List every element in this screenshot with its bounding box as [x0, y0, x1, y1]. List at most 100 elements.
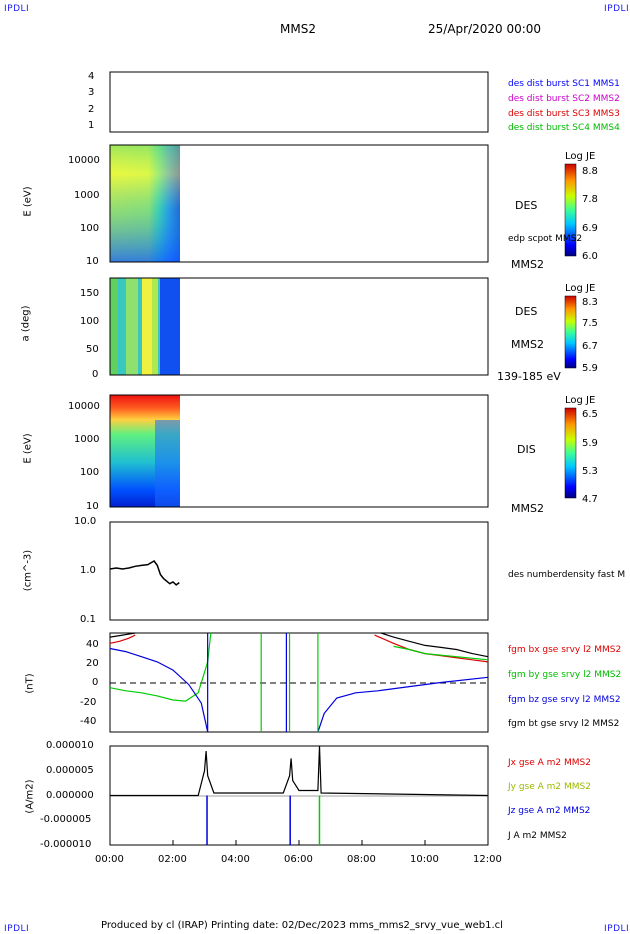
p6-tick: 0: [92, 677, 99, 688]
p1-tick: 4: [88, 71, 95, 82]
p2-tick: 100: [80, 223, 100, 234]
p4-tick: 10: [86, 501, 99, 512]
bfield-series-line: [109, 647, 209, 733]
p2-colorbar-tick: 6.9: [582, 223, 598, 234]
bfield-series-line: [109, 632, 136, 638]
x-tick-label: 00:00: [95, 854, 124, 865]
footer-text: Produced by cl (IRAP) Printing date: 02/…: [101, 920, 503, 931]
panel-burst-frame: [109, 71, 489, 133]
current-total-line: [110, 745, 489, 797]
p1-tick: 2: [88, 104, 95, 115]
p2-tick: 10: [86, 256, 99, 267]
p3-colorbar-tick: 6.7: [582, 341, 598, 352]
p2-side-label: DES: [515, 199, 538, 212]
corner-label-top-left: IPDLI: [4, 4, 30, 14]
p6-tick: -20: [80, 697, 97, 708]
p7-tick: 0.000010: [46, 740, 94, 751]
p1-tick: 3: [88, 87, 95, 98]
panel-des-energy-frame: [109, 144, 489, 263]
bfield-series-line: [380, 632, 489, 658]
panel-burst: [109, 71, 489, 133]
bfield-series-line: [109, 632, 212, 702]
p7-tick: 0.000000: [46, 790, 94, 801]
pitch-stripe: [142, 278, 152, 375]
p1-legend-mms4: des dist burst SC4 MMS4: [508, 123, 620, 133]
p2-colorbar-title: Log JE: [565, 151, 596, 162]
p1-tick: 1: [88, 120, 95, 131]
p2-colorbar-tick: 7.8: [582, 194, 598, 205]
x-tick-label: 08:00: [347, 854, 376, 865]
des-energy-spectrogram-overlay: [110, 145, 180, 262]
x-tick-label: 06:00: [284, 854, 313, 865]
x-tick-label: 10:00: [410, 854, 439, 865]
corner-label-bottom-right: IPDLI: [604, 924, 630, 934]
p2-bottom-right: MMS2: [511, 258, 544, 271]
p3-colorbar-tick: 5.9: [582, 363, 598, 374]
p4-bottom-right: MMS2: [511, 502, 544, 515]
p1-legend-mms1: des dist burst SC1 MMS1: [508, 79, 620, 89]
panel-current: [109, 745, 489, 846]
p3-bottom-right: 139-185 eV: [497, 370, 561, 383]
p4-colorbar-tick: 5.9: [582, 438, 598, 449]
p7-ylabel: (A/m2): [24, 779, 36, 814]
p3-tick: 50: [86, 344, 99, 355]
bfield-series-group: [109, 632, 489, 733]
p3-tick: 0: [92, 369, 99, 380]
x-axis-ticks: [109, 840, 489, 845]
panel-bfield: [109, 632, 489, 733]
p6-legend-by: fgm by gse srvy l2 MMS2: [508, 670, 622, 680]
panel-pitch-angle-frame: [109, 277, 489, 376]
p2-colorbar-tick: 8.8: [582, 166, 598, 177]
p4-colorbar-tick: 5.3: [582, 466, 598, 477]
p3-colorbar-title: Log JE: [565, 283, 596, 294]
density-series-line: [109, 560, 180, 586]
pitch-stripe: [110, 278, 118, 375]
p2-side-label2: edp scpot MMS2: [508, 234, 583, 244]
page-title: MMS2: [280, 22, 316, 36]
p4-colorbar-title: Log JE: [565, 395, 596, 406]
current-series-group: [110, 745, 489, 845]
x-tick-label: 02:00: [158, 854, 187, 865]
corner-label-bottom-left: IPDLI: [4, 924, 30, 934]
p4-tick: 1000: [74, 434, 100, 445]
panel-density-frame: [109, 521, 489, 621]
p6-legend-bx: fgm bx gse srvy l2 MMS2: [508, 645, 622, 655]
colorbar-pitch-angle: [564, 295, 577, 369]
panel-dis-energy: [109, 394, 577, 508]
x-tick-label: 04:00: [221, 854, 250, 865]
p7-tick: 0.000005: [46, 765, 94, 776]
p3-side-label: DES: [515, 305, 538, 318]
p7-legend-jz: Jz gse A m2 MMS2: [508, 806, 591, 816]
p6-tick: -40: [80, 716, 97, 727]
p5-legend: des numberdensity fast M: [508, 570, 626, 580]
panel-density: [109, 521, 489, 621]
p7-legend-jx: Jx gse A m2 MMS2: [508, 758, 591, 768]
pitch-stripe: [152, 278, 158, 375]
p2-tick: 10000: [68, 155, 100, 166]
p6-legend-bt: fgm bt gse srvy l2 MMS2: [508, 719, 620, 729]
p3-colorbar-tick: 7.5: [582, 318, 598, 329]
p7-legend-j: J A m2 MMS2: [508, 831, 567, 841]
p5-ylabel: (cm^-3): [22, 549, 34, 592]
p2-colorbar-tick: 6.0: [582, 251, 598, 262]
bfield-series-line: [109, 634, 136, 644]
p4-ylabel: E (eV): [22, 433, 34, 464]
p7-tick: -0.000010: [40, 839, 92, 850]
p4-colorbar-tick: 4.7: [582, 494, 598, 505]
p1-legend-mms2: des dist burst SC2 MMS2: [508, 94, 620, 104]
p5-tick: 0.1: [80, 614, 96, 625]
p3-colorbar-tick: 8.3: [582, 297, 598, 308]
p3-ylabel: a (deg): [20, 305, 32, 342]
panel-dis-energy-frame: [109, 394, 489, 508]
p7-tick: -0.000005: [40, 814, 92, 825]
colorbar-des-energy: [564, 163, 577, 257]
p3-tick: 150: [80, 288, 100, 299]
p4-tick: 100: [80, 467, 100, 478]
p4-tick: 10000: [68, 401, 100, 412]
p2-tick: 1000: [74, 190, 100, 201]
p4-colorbar-tick: 6.5: [582, 409, 598, 420]
p7-legend-jy: Jy gse A m2 MMS2: [508, 782, 591, 792]
x-tick-label: 12:00: [473, 854, 502, 865]
p1-legend-mms3: des dist burst SC3 MMS3: [508, 109, 620, 119]
